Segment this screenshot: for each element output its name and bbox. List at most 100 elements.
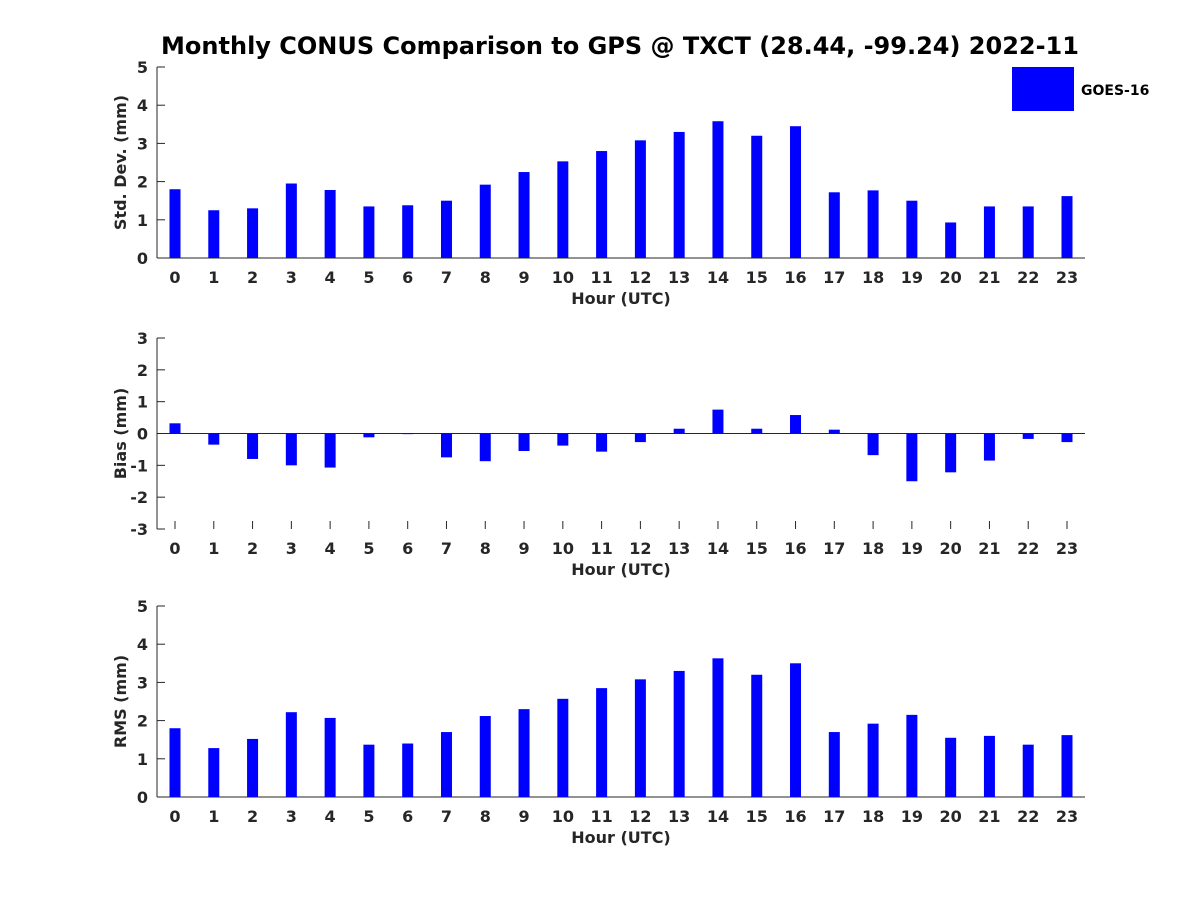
x-tick-label: 11 <box>590 807 612 826</box>
x-tick-label: 11 <box>590 539 612 558</box>
x-tick-label: 9 <box>518 807 529 826</box>
y-tick-label: 0 <box>137 425 148 444</box>
bar <box>1022 433 1034 439</box>
y-tick-label: 0 <box>137 249 148 268</box>
x-tick-label: 16 <box>784 807 806 826</box>
x-axis-label: Hour (UTC) <box>571 560 671 579</box>
chart-title: Monthly CONUS Comparison to GPS @ TXCT (… <box>161 32 1079 60</box>
y-tick-label: -3 <box>130 520 148 539</box>
bar <box>402 743 414 797</box>
bar <box>790 126 802 259</box>
x-tick-label: 5 <box>363 268 374 287</box>
y-tick-label: 3 <box>137 134 148 153</box>
x-tick-label: 18 <box>862 539 884 558</box>
x-tick-label: 19 <box>901 539 923 558</box>
x-tick-label: 23 <box>1056 807 1078 826</box>
x-tick-label: 9 <box>518 539 529 558</box>
x-tick-label: 2 <box>247 539 258 558</box>
x-tick-label: 10 <box>552 539 574 558</box>
bar <box>479 716 491 797</box>
y-tick-label: 4 <box>137 96 148 115</box>
x-tick-label: 14 <box>707 539 729 558</box>
bar <box>751 428 763 434</box>
y-tick-label: 3 <box>137 673 148 692</box>
bar <box>634 433 646 443</box>
bar <box>790 663 802 797</box>
bar <box>208 748 220 797</box>
x-tick-label: 13 <box>668 807 690 826</box>
bar <box>1061 735 1073 797</box>
bar <box>363 433 375 438</box>
x-tick-label: 22 <box>1017 539 1039 558</box>
x-tick-label: 5 <box>363 807 374 826</box>
bar <box>247 738 259 797</box>
x-tick-label: 15 <box>746 539 768 558</box>
x-tick-label: 4 <box>325 268 336 287</box>
bar <box>1061 196 1073 258</box>
x-tick-label: 3 <box>286 539 297 558</box>
x-tick-label: 6 <box>402 807 413 826</box>
x-tick-label: 6 <box>402 539 413 558</box>
x-tick-label: 23 <box>1056 539 1078 558</box>
x-tick-label: 2 <box>247 268 258 287</box>
bar <box>169 728 181 797</box>
bar <box>790 415 802 434</box>
bar <box>363 744 375 797</box>
legend-swatch <box>1012 67 1074 111</box>
bar <box>712 658 724 797</box>
bar <box>440 433 452 458</box>
bar <box>712 121 724 258</box>
x-tick-label: 16 <box>784 539 806 558</box>
x-tick-label: 8 <box>480 807 491 826</box>
x-tick-label: 5 <box>363 539 374 558</box>
bar <box>518 709 530 797</box>
bar <box>828 732 840 797</box>
bar <box>906 714 918 797</box>
x-tick-label: 22 <box>1017 268 1039 287</box>
x-tick-label: 18 <box>862 268 884 287</box>
x-tick-label: 20 <box>940 807 962 826</box>
bar <box>906 433 918 482</box>
x-tick-label: 12 <box>629 539 651 558</box>
bar <box>828 192 840 258</box>
bar <box>1061 433 1073 443</box>
bar <box>867 190 879 258</box>
x-tick-label: 7 <box>441 807 452 826</box>
x-tick-label: 12 <box>629 807 651 826</box>
y-tick-label: 5 <box>137 58 148 77</box>
x-tick-label: 6 <box>402 268 413 287</box>
bar <box>518 433 530 452</box>
x-tick-label: 15 <box>746 807 768 826</box>
bar <box>363 206 375 258</box>
x-tick-label: 19 <box>901 268 923 287</box>
bar <box>906 200 918 258</box>
x-tick-label: 0 <box>169 539 180 558</box>
x-tick-label: 10 <box>552 807 574 826</box>
x-tick-label: 20 <box>940 268 962 287</box>
bar <box>285 712 297 797</box>
bar <box>440 732 452 797</box>
x-tick-label: 17 <box>823 539 845 558</box>
y-tick-label: 2 <box>137 361 148 380</box>
bar <box>285 433 297 466</box>
x-tick-label: 9 <box>518 268 529 287</box>
bar <box>596 688 608 797</box>
y-tick-label: 1 <box>137 750 148 769</box>
x-tick-label: 13 <box>668 268 690 287</box>
x-tick-label: 20 <box>940 539 962 558</box>
bar <box>557 698 569 797</box>
y-axis-label-bias: Bias (mm) <box>111 388 130 480</box>
bar <box>247 208 259 258</box>
bar <box>673 131 685 258</box>
y-axis-label-rms: RMS (mm) <box>111 655 130 748</box>
x-tick-label: 1 <box>208 268 219 287</box>
bar <box>402 433 414 435</box>
bar <box>169 423 181 434</box>
bar <box>867 433 879 456</box>
bar <box>518 172 530 258</box>
x-tick-label: 8 <box>480 539 491 558</box>
bar <box>828 429 840 434</box>
